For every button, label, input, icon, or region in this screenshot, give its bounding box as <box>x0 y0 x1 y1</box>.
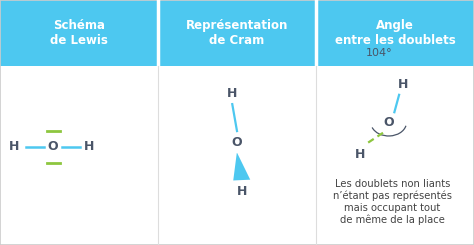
Text: 104°: 104° <box>366 48 392 58</box>
Bar <box>158 0 316 66</box>
Text: H: H <box>398 78 408 91</box>
Text: O: O <box>383 116 394 129</box>
Text: Angle
entre les doublets: Angle entre les doublets <box>335 19 456 47</box>
Text: H: H <box>355 148 365 161</box>
Text: H: H <box>237 184 247 198</box>
Bar <box>0 0 158 66</box>
Text: O: O <box>232 135 242 149</box>
Text: H: H <box>9 140 19 154</box>
Polygon shape <box>233 153 250 181</box>
Text: Représentation
de Cram: Représentation de Cram <box>186 19 288 47</box>
Bar <box>316 0 474 66</box>
Text: Les doublets non liants
n’étant pas représentés
mais occupant tout
de même de la: Les doublets non liants n’étant pas repr… <box>333 179 452 225</box>
Text: O: O <box>48 140 58 154</box>
Text: H: H <box>84 140 94 154</box>
Text: H: H <box>227 86 237 100</box>
Text: Schéma
de Lewis: Schéma de Lewis <box>50 19 108 47</box>
